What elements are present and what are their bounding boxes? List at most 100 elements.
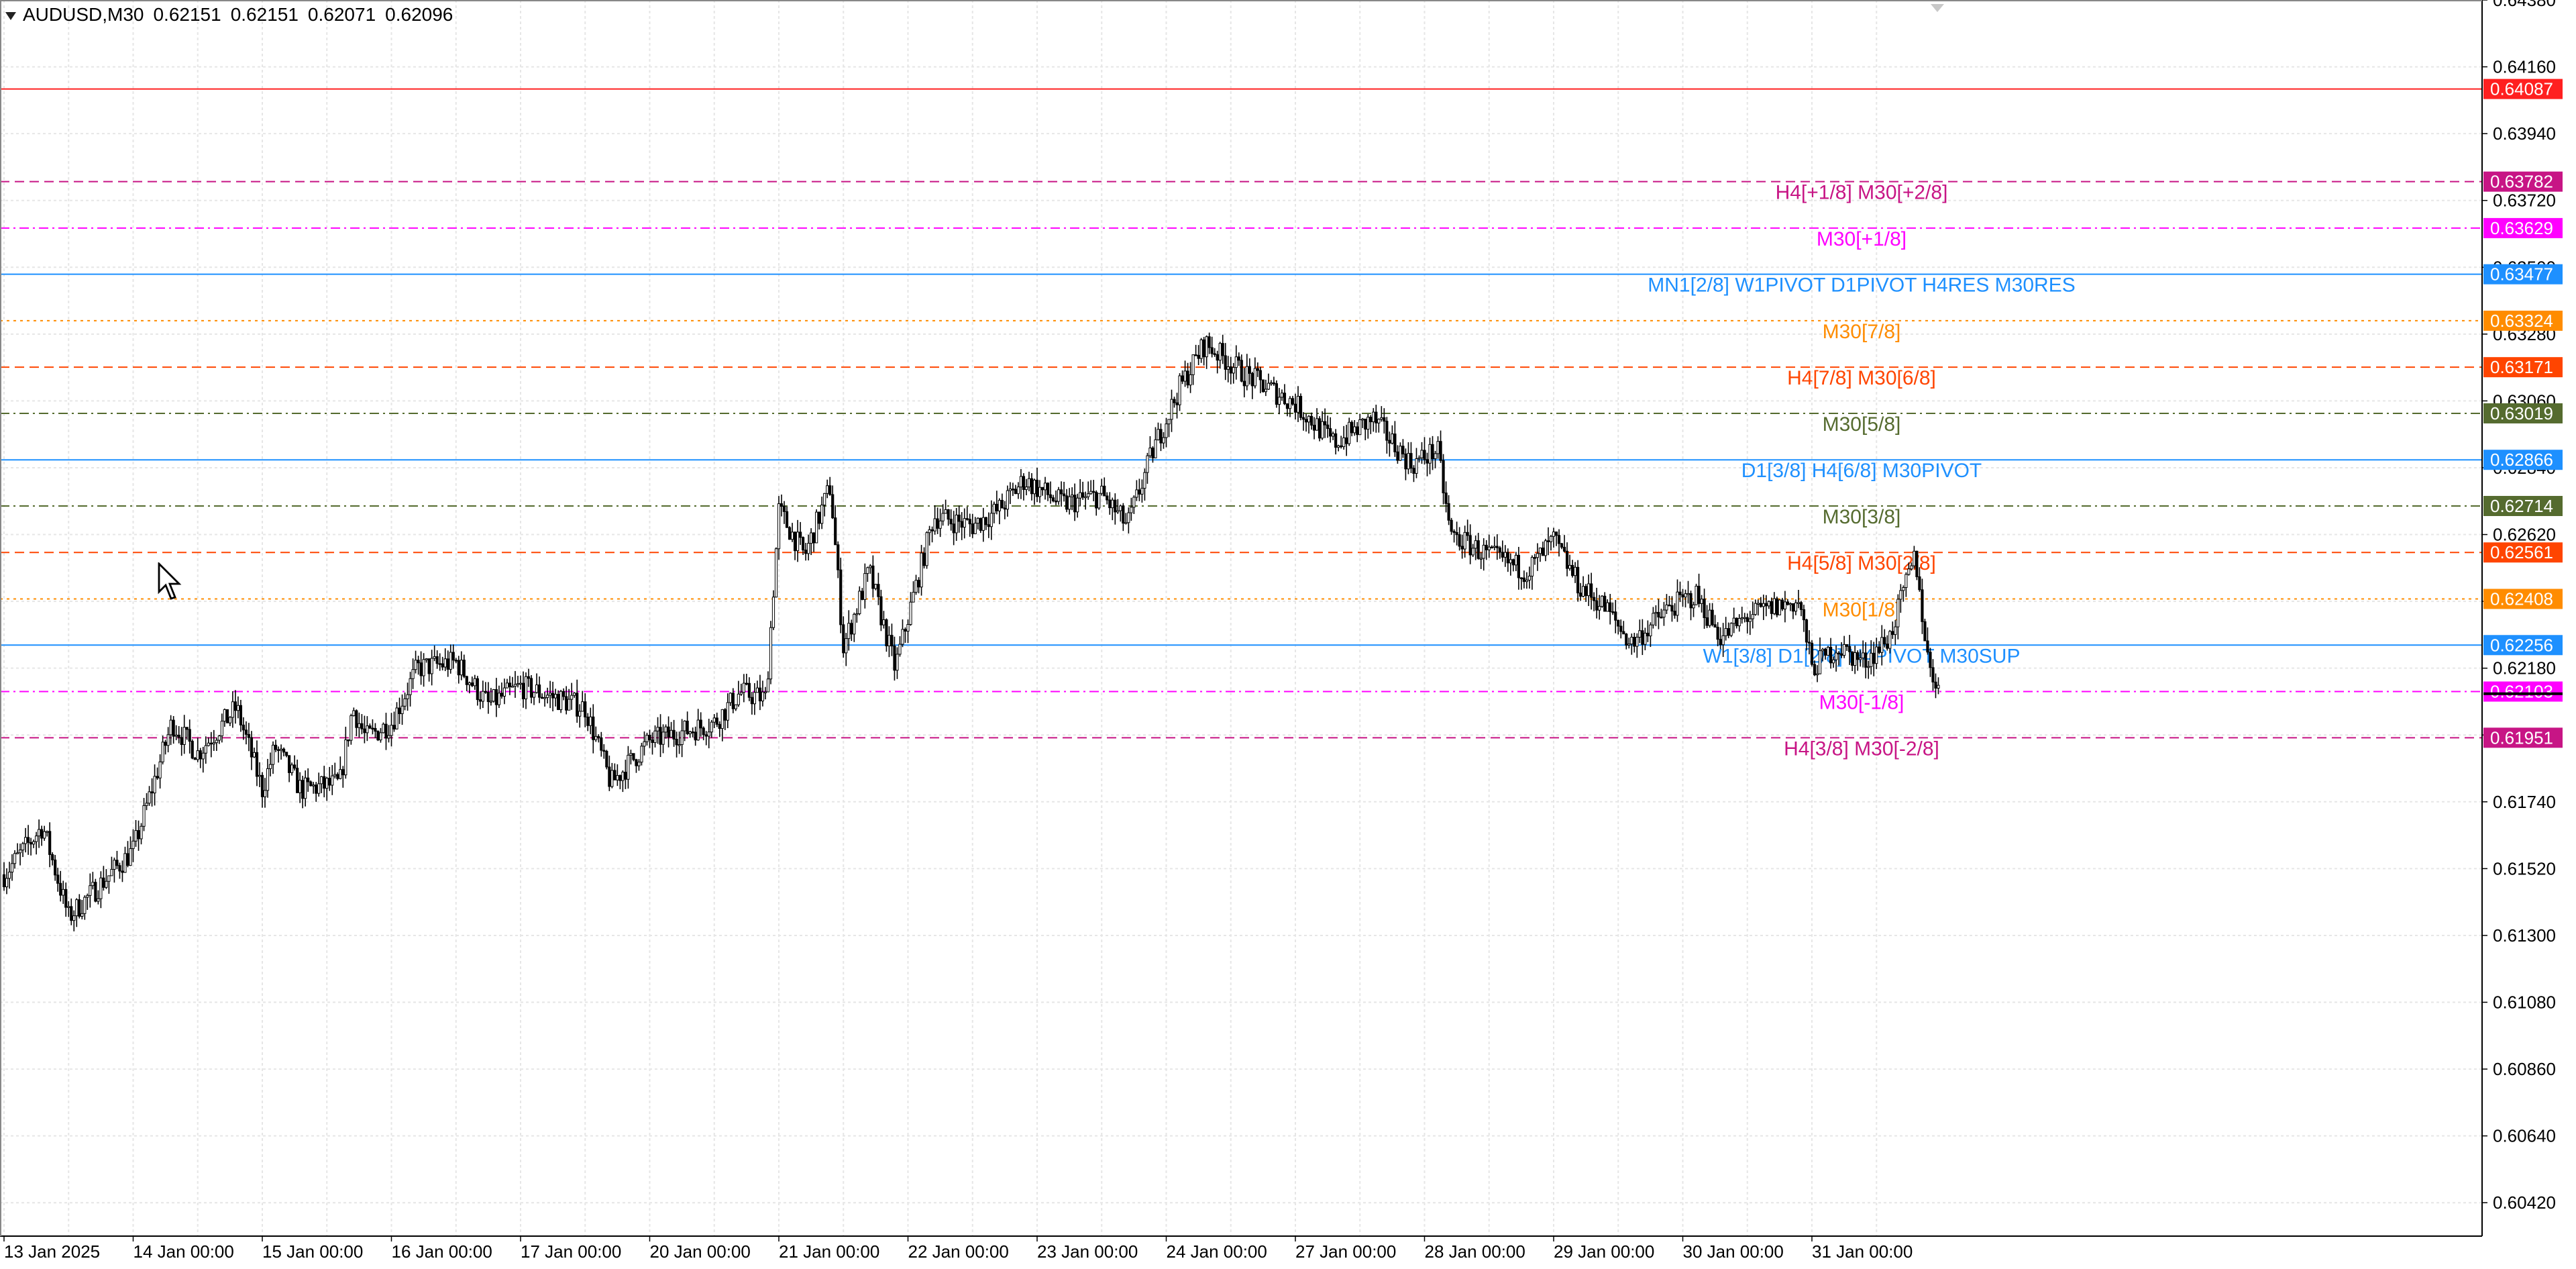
candle-body: [1904, 574, 1908, 589]
candle-body: [1084, 496, 1087, 499]
candle-body: [26, 837, 30, 843]
candle-body: [766, 678, 770, 693]
candle-body: [56, 874, 60, 884]
candle-body: [1929, 652, 1932, 668]
candle-body: [1485, 544, 1488, 550]
candle-body: [315, 784, 318, 794]
candle-body: [18, 850, 22, 854]
candle-body: [217, 735, 221, 741]
candle-body: [223, 709, 226, 722]
candle-body: [1224, 355, 1227, 370]
candle-body: [1380, 417, 1383, 420]
candle-body: [960, 521, 963, 528]
candle-body: [1011, 489, 1015, 491]
candle-body: [729, 693, 732, 703]
candle-body: [793, 531, 797, 552]
price-tag: [2483, 264, 2563, 285]
level-label: M30[-1/8]: [1819, 692, 1904, 714]
candle-body: [771, 597, 775, 628]
candle-body: [99, 877, 103, 899]
candle-body: [266, 768, 270, 791]
candle-body: [1883, 637, 1886, 645]
candle-body: [1751, 614, 1754, 619]
candle-body: [989, 513, 993, 527]
candle-body: [543, 697, 547, 699]
candle-body: [901, 629, 904, 645]
candle-body: [180, 737, 183, 745]
chevron-down-icon[interactable]: [5, 11, 16, 20]
candle-body: [1079, 492, 1082, 499]
candle-body: [944, 509, 947, 514]
candle-body: [1356, 426, 1359, 436]
candle-body: [938, 520, 942, 529]
candle-body: [761, 691, 765, 702]
candle-body: [1823, 648, 1827, 656]
candle-body: [1727, 628, 1730, 636]
candle-body: [1240, 360, 1243, 382]
candle-body: [540, 697, 544, 699]
candle-body: [573, 693, 576, 696]
candle-body: [1711, 609, 1714, 625]
candle-body: [1385, 421, 1389, 441]
candle-body: [1232, 367, 1235, 374]
price-tag: [2483, 635, 2563, 656]
candle-body: [874, 584, 877, 589]
candle-body: [834, 517, 837, 546]
candle-body: [957, 514, 961, 522]
candle-body: [497, 693, 501, 705]
candle-body: [1342, 437, 1346, 448]
candle-body: [627, 754, 630, 780]
candle-body: [1560, 543, 1564, 548]
candle-body: [1208, 336, 1211, 348]
candle-body: [896, 654, 899, 671]
candle-body: [392, 725, 396, 729]
candle-body: [1829, 646, 1833, 664]
candle-body: [1495, 546, 1499, 548]
candle-body: [758, 687, 762, 702]
candle-body: [177, 734, 180, 738]
candle-body: [613, 770, 616, 780]
candle-body: [59, 882, 62, 896]
candle-body: [1258, 370, 1262, 380]
candle-body: [1059, 489, 1063, 495]
candle-body: [1321, 421, 1324, 439]
candle-body: [1732, 617, 1735, 624]
candle-body: [871, 565, 875, 589]
candle-body: [1434, 453, 1437, 460]
grid-lines: [0, 0, 2482, 1236]
candle-body: [1716, 627, 1719, 640]
candle-body: [64, 889, 68, 908]
candle-body: [1562, 546, 1566, 552]
candle-body: [110, 868, 113, 876]
candle-body: [30, 842, 33, 845]
candle-body: [390, 725, 393, 736]
candle-body: [1721, 635, 1725, 646]
candle-body: [1595, 600, 1599, 611]
candle-body: [1213, 353, 1216, 355]
candle-body: [702, 727, 705, 735]
candle-body: [1248, 366, 1251, 374]
candle-body: [1796, 602, 1801, 604]
candle-body: [855, 613, 859, 615]
candle-body: [1921, 589, 1924, 622]
candle-body: [597, 735, 600, 738]
candle-body: [976, 517, 979, 524]
candle-body: [879, 596, 883, 625]
candle-body: [1670, 605, 1674, 612]
candle-body: [667, 726, 670, 738]
candle-body: [347, 739, 350, 742]
candle-body: [1412, 468, 1415, 474]
price-tag-label: 0.63477: [2490, 264, 2553, 285]
candle-body: [1662, 609, 1666, 618]
candle-body: [686, 720, 689, 734]
level-label: H4[+1/8] M30[+2/8]: [1776, 182, 1948, 204]
candle-body: [1541, 548, 1545, 556]
candle-body: [842, 624, 845, 654]
candle-body: [1530, 557, 1534, 577]
candle-body: [1428, 444, 1432, 464]
candle-body: [492, 689, 495, 702]
candle-body: [1907, 568, 1911, 575]
candle-body: [1477, 540, 1480, 559]
